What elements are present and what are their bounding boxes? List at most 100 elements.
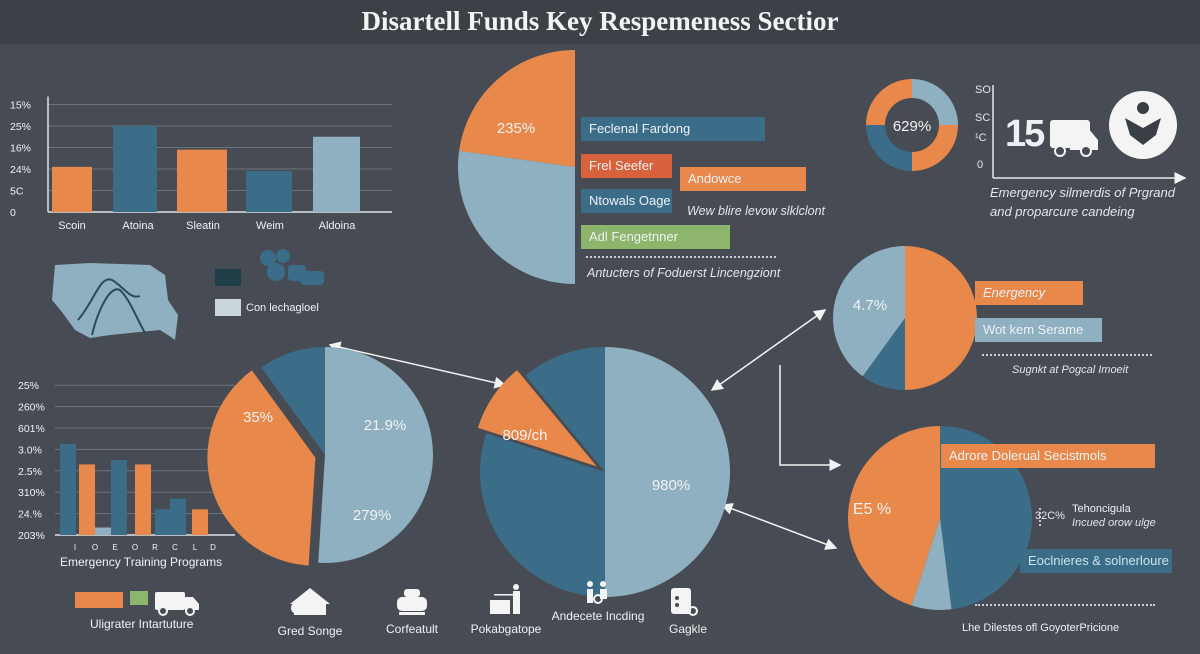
axis-tick: SO — [975, 84, 991, 96]
dotted-divider — [975, 604, 1155, 606]
y-tick-label: 24% — [10, 164, 31, 176]
label-frel-seefer: Frel Seefer — [581, 154, 672, 178]
label-ntowals-oage: Ntowals Oage — [581, 189, 672, 213]
y-tick-label: 25% — [10, 121, 31, 133]
pie-slice-center-pie — [525, 347, 605, 472]
pie-slice-center-pie — [479, 433, 605, 597]
bar-sleatin — [177, 149, 227, 212]
axis-tick: 0 — [977, 159, 984, 171]
x-tick-label: L — [193, 543, 198, 552]
pie-slice-center-pie — [477, 370, 597, 467]
bar-e — [95, 527, 111, 535]
map-routes — [77, 278, 146, 336]
axis-tick: ¹C — [975, 132, 987, 144]
label-energency: Energency — [975, 281, 1083, 305]
x-tick-label: I — [74, 543, 76, 552]
x-tick-label: Sleatin — [186, 220, 220, 232]
pie-slice-right-bottom-pie — [940, 426, 1032, 610]
arrow-center-left — [328, 341, 507, 389]
kit-icon — [671, 588, 698, 616]
big-number: 15 — [1005, 113, 1045, 155]
y-tick-label: 15% — [10, 100, 31, 112]
pie-slice-center-pie — [605, 347, 730, 597]
bar-r — [135, 464, 151, 535]
pie-slice-right-bottom-pie — [848, 426, 940, 606]
bottom-icon-glyphs — [155, 581, 698, 616]
bar-o — [79, 464, 95, 535]
pie-label: 21.9% — [364, 417, 407, 434]
side-line-2: Incued orow ulge — [1072, 517, 1156, 529]
top-center-caption: Antucters of Foduerst Lincengziont — [587, 266, 781, 280]
label-andowce: Andowce — [680, 167, 806, 191]
building-icon — [397, 589, 427, 615]
pie-label: 4.7% — [853, 297, 887, 314]
y-tick-label: 24.% — [18, 509, 42, 521]
right-mid-caption: Sugnkt at Pogcal Imoeit — [1012, 364, 1129, 376]
label-wot-kem-serame: Wot kem Serame — [975, 318, 1102, 342]
pie-slice-top-half-pie — [459, 50, 575, 167]
label-adrore: Adrore Dolerual Secistmols — [941, 444, 1155, 468]
x-tick-label: E — [112, 543, 117, 552]
legend-label: Uligrater Intartuture — [90, 617, 194, 631]
presenter-icon — [490, 584, 520, 614]
people-icon — [587, 581, 607, 604]
map-legend-swatch-dark — [215, 269, 241, 286]
ambulance-icon — [155, 592, 199, 616]
us-map-shape — [52, 263, 178, 340]
icon-label-pokabgatope: Pokabgatope — [470, 622, 542, 636]
y-tick-label: 3.0% — [18, 444, 42, 456]
bar-i — [60, 444, 76, 535]
pie-slice-donut — [866, 79, 912, 125]
pie-slice-right-mid-pie — [833, 246, 905, 377]
y-tick-label: 16% — [10, 143, 31, 155]
pie-slice-donut — [912, 125, 958, 171]
label-eoclnieres: Eoclnieres & solnerloure — [1020, 549, 1172, 573]
house-icon — [290, 588, 330, 615]
pie-label: 279% — [353, 507, 391, 524]
pie-slice-right-mid-pie — [905, 246, 977, 390]
x-tick-label: Atoina — [122, 220, 154, 232]
bar-c — [155, 509, 171, 535]
top-right-axis — [992, 85, 1187, 184]
pie-slice-center-left-pie — [261, 347, 325, 455]
pie-label: 35% — [243, 409, 273, 426]
donut-center-label: 629% — [893, 118, 931, 135]
axis-tick: SC — [975, 112, 991, 124]
pie-slice-top-half-pie — [458, 150, 575, 284]
y-tick-label: 2.5% — [18, 466, 42, 478]
icon-label-gred-songe: Gred Songe — [277, 624, 343, 638]
bar-weim — [246, 171, 292, 212]
icon-label-andecete: Andecete Incding — [551, 609, 645, 623]
pie-label: 809/ch — [502, 427, 547, 444]
arrow-right-bottom — [779, 365, 842, 471]
pie-slice-donut — [866, 125, 912, 171]
right-bottom-caption: Lhe Dilestes ofl GoyoterPricione — [962, 622, 1120, 634]
x-tick-label: Aldoina — [319, 220, 357, 232]
bar-o — [111, 460, 127, 535]
top-right-caption-1: Emergency silmerdis of Prgrand — [990, 185, 1175, 200]
pie-label: 980% — [652, 477, 690, 494]
title-bar — [0, 0, 1200, 44]
bar-scoin — [52, 166, 92, 212]
side-value: 32C% — [1035, 510, 1065, 522]
side-line-1: Tehoncigula — [1072, 503, 1131, 515]
top-right-caption-2: and proparcure candeing — [990, 204, 1135, 219]
pie-slice-right-mid-pie — [862, 318, 905, 390]
label-feclenal-fardong: Feclenal Fardong — [581, 117, 765, 141]
bar-d — [192, 509, 208, 535]
icon-label-corfeatult: Corfeatult — [385, 622, 439, 636]
y-tick-label: 203% — [18, 530, 45, 542]
legend-swatch-green — [130, 591, 148, 605]
y-tick-label: 310% — [18, 487, 45, 499]
x-tick-label: O — [132, 543, 138, 552]
y-tick-label: 601% — [18, 423, 45, 435]
x-tick-label: Scoin — [58, 220, 86, 232]
icon-label-gagkle: Gagkle — [668, 622, 708, 636]
pie-slice-donut — [912, 79, 958, 125]
pie-slice-right-bottom-pie — [911, 518, 952, 610]
x-tick-label: D — [210, 543, 216, 552]
connector-arrows — [328, 309, 1041, 550]
pie-slice-center-left-pie — [318, 347, 434, 564]
y-tick-label: 5C — [10, 186, 24, 198]
